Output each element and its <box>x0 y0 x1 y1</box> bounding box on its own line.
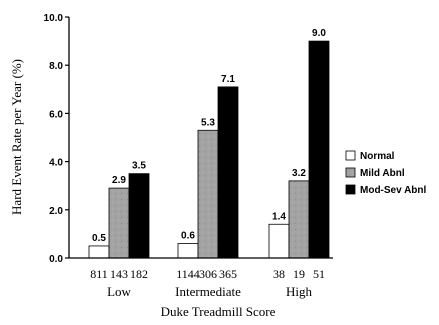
bar-mod-sev-abnl-intermediate <box>217 86 239 259</box>
bar-mod-sev-abnl-high <box>308 40 330 259</box>
bars <box>88 40 330 259</box>
y-axis-title: Hard Event Rate per Year (%) <box>9 59 24 215</box>
bar-value-label: 2.9 <box>112 175 126 186</box>
legend-label: Mild Abnl <box>360 168 405 179</box>
group-label-low: Low <box>107 284 131 299</box>
group-label-high: High <box>286 284 313 299</box>
y-tick-label: 10.0 <box>44 13 64 24</box>
bar-mild-abnl-low <box>108 187 130 259</box>
bar-normal-low <box>88 245 110 259</box>
y-tick-label: 0.0 <box>49 254 63 265</box>
bar-value-label: 0.6 <box>181 231 195 242</box>
legend-label: Mod-Sev Abnl <box>360 185 427 196</box>
bar-mod-sev-abnl-low <box>128 173 150 259</box>
bar-mild-abnl-high <box>288 180 310 259</box>
patient-count-label: 51 <box>313 267 325 281</box>
bar-value-label: 9.0 <box>312 28 326 39</box>
bar-value-label: 0.5 <box>92 233 106 244</box>
y-axis: 0.0 2.0 4.0 6.0 8.0 10.0 <box>44 13 70 265</box>
legend-swatch <box>345 184 356 195</box>
legend: Normal Mild Abnl Mod-Sev Abnl <box>345 150 427 196</box>
patient-count-label: 811 <box>90 267 108 281</box>
patient-count-label: 19 <box>293 267 305 281</box>
bar-value-label: 1.4 <box>272 211 286 222</box>
patient-count-label: 182 <box>130 267 148 281</box>
legend-label: Normal <box>360 151 395 162</box>
bar-value-label: 7.1 <box>221 74 235 85</box>
patient-count-label: 1144 <box>176 267 200 281</box>
y-tick-label: 6.0 <box>49 109 63 120</box>
patient-count-label: 143 <box>110 267 128 281</box>
bar-normal-intermediate <box>177 243 199 259</box>
patient-count-label: 365 <box>219 267 237 281</box>
x-axis-title: Duke Treadmill Score <box>161 304 276 319</box>
patient-count-label: 306 <box>199 267 217 281</box>
y-tick-label: 4.0 <box>49 158 63 169</box>
bar-mild-abnl-intermediate <box>197 129 219 259</box>
x-axis: 811 143 182 Low 1144 306 365 Intermediate 38 19 51… <box>69 257 333 299</box>
y-tick-label: 8.0 <box>49 61 63 72</box>
patient-count-label: 38 <box>273 267 285 281</box>
bar-value-label: 3.2 <box>292 168 306 179</box>
y-tick-label: 2.0 <box>49 206 63 217</box>
bar-normal-high <box>268 223 290 259</box>
group-label-intermediate: Intermediate <box>175 284 241 299</box>
bar-value-label: 5.3 <box>201 117 215 128</box>
value-labels: 0.5 2.9 3.5 0.6 5.3 7.1 1.4 3.2 9.0 <box>92 28 326 244</box>
legend-swatch <box>345 167 356 178</box>
bar-value-label: 3.5 <box>132 161 146 172</box>
legend-swatch <box>345 150 356 161</box>
